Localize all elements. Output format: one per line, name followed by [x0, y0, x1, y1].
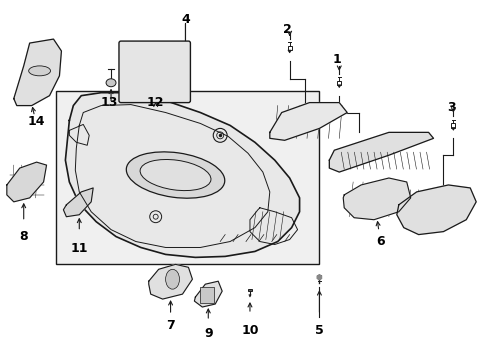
Bar [337, 81, 341, 85]
Polygon shape [269, 103, 346, 140]
Polygon shape [337, 85, 340, 87]
Text: 14: 14 [28, 116, 45, 129]
Bar [248, 289, 251, 291]
Polygon shape [7, 162, 46, 202]
Polygon shape [248, 295, 251, 297]
Text: 2: 2 [283, 23, 291, 36]
Ellipse shape [29, 66, 50, 76]
Text: 6: 6 [376, 235, 385, 248]
Text: 4: 4 [181, 13, 189, 26]
Text: 1: 1 [332, 53, 341, 66]
Polygon shape [194, 281, 222, 307]
Ellipse shape [106, 79, 116, 87]
Ellipse shape [140, 159, 210, 190]
Polygon shape [65, 93, 299, 257]
Text: 9: 9 [203, 327, 212, 340]
Text: 5: 5 [314, 324, 323, 337]
Polygon shape [396, 185, 475, 235]
Polygon shape [14, 39, 61, 105]
Polygon shape [148, 264, 192, 299]
Text: 10: 10 [241, 324, 258, 337]
Polygon shape [317, 275, 321, 280]
Polygon shape [328, 132, 433, 172]
Text: 12: 12 [146, 95, 164, 109]
Ellipse shape [126, 152, 224, 198]
Polygon shape [287, 50, 291, 53]
Polygon shape [343, 178, 410, 220]
FancyBboxPatch shape [119, 41, 190, 103]
Text: 13: 13 [100, 95, 118, 109]
Bar [200, 287, 214, 303]
Polygon shape [63, 188, 93, 217]
Text: 11: 11 [70, 242, 88, 255]
Polygon shape [451, 127, 454, 130]
Text: 8: 8 [20, 230, 28, 243]
Bar [450, 123, 454, 127]
Text: 3: 3 [446, 100, 455, 114]
Bar [287, 46, 291, 50]
Ellipse shape [165, 269, 179, 289]
Text: 7: 7 [166, 319, 175, 332]
Bar [56, 91, 319, 264]
